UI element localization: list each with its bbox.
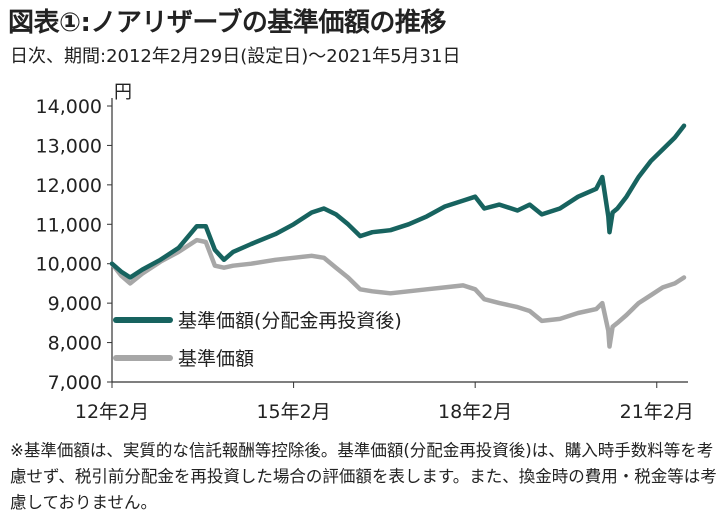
x-tick-label: 15年2月	[256, 401, 330, 423]
y-tick-label: 11,000	[36, 214, 102, 236]
y-tick-label: 10,000	[36, 254, 102, 276]
y-tick-label: 8,000	[48, 333, 102, 355]
y-tick-label: 13,000	[36, 135, 102, 157]
legend-label: 基準価額	[178, 348, 254, 370]
x-tick-label: 21年2月	[620, 401, 694, 423]
legend: 基準価額(分配金再投資後) 基準価額	[113, 310, 402, 370]
x-tick-label: 18年2月	[438, 401, 512, 423]
series-line-2	[109, 237, 687, 349]
chart-subtitle: 日次、期間:2012年2月29日(設定日)〜2021年5月31日	[10, 46, 461, 67]
chart-title: 図表①:ノアリザーブの基準価額の推移	[8, 8, 446, 38]
y-axis: 7,000 8,000 9,000 10,000 11,000 12,000 13,000 1…	[36, 96, 113, 394]
y-tick-label: 7,000	[48, 372, 102, 394]
footnote: ※基準価額は、実質的な信託報酬等控除後。基準価額(分配金再投資後)は、購入時手数…	[10, 441, 717, 512]
legend-label: 基準価額(分配金再投資後)	[178, 310, 402, 332]
series-line-1	[109, 123, 687, 280]
x-axis: 12年2月 15年2月 18年2月 21年2月	[75, 381, 694, 423]
y-axis-unit-label: 円	[114, 82, 132, 103]
y-tick-label: 9,000	[48, 293, 102, 315]
y-tick-label: 14,000	[36, 96, 102, 118]
series-layer	[109, 123, 687, 349]
x-tick-label: 12年2月	[75, 401, 149, 423]
line-chart: 7,000 8,000 9,000 10,000 11,000 12,000 13,000 1…	[36, 82, 694, 423]
y-tick-label: 12,000	[36, 175, 102, 197]
